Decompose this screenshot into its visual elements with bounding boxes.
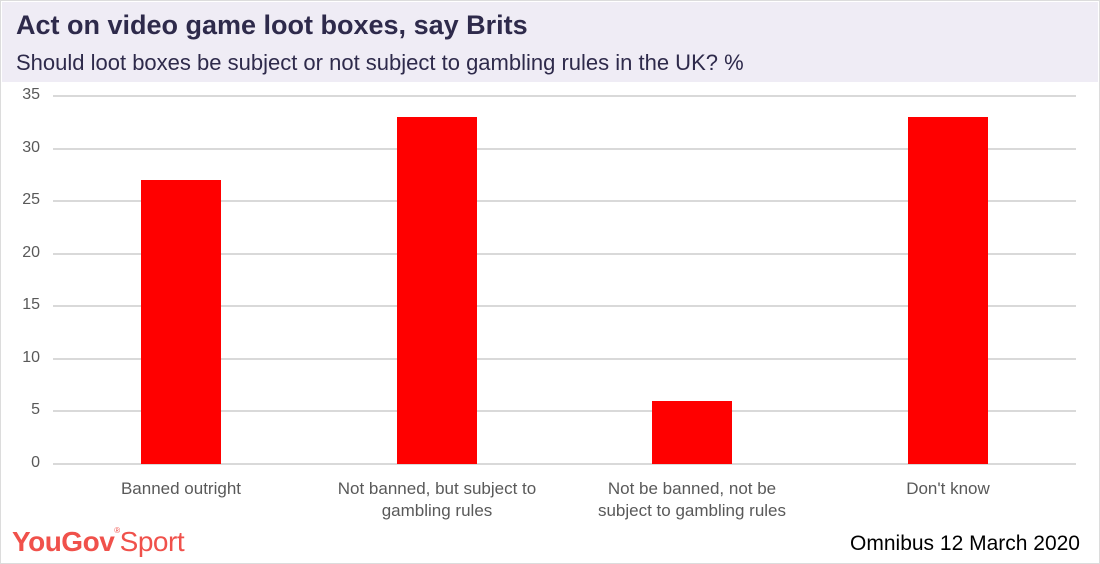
x-category-label: Banned outright	[66, 478, 296, 500]
y-tick-label: 15	[22, 296, 40, 314]
y-tick-label: 20	[22, 243, 40, 261]
y-tick-label: 10	[22, 348, 40, 366]
registered-mark-icon: ®	[114, 526, 120, 535]
x-category-label: Not banned, but subject to gambling rules	[322, 478, 552, 522]
x-category-label-line: Not be banned, not be	[607, 479, 777, 498]
x-category-label: Don't know	[833, 478, 1063, 500]
yougov-sport-logo: YouGov®Sport	[12, 526, 185, 558]
gridline	[53, 95, 1076, 97]
gridline	[53, 463, 1076, 465]
brand-yougov: YouGov	[12, 526, 115, 557]
y-tick-label: 25	[22, 191, 40, 209]
chart-title: Act on video game loot boxes, say Brits	[16, 10, 528, 40]
gridline	[53, 147, 1076, 150]
chart-header: Act on video game loot boxes, say Brits …	[2, 2, 1098, 82]
bar	[397, 117, 477, 464]
y-tick-label: 35	[22, 86, 40, 103]
y-tick-label: 0	[31, 454, 40, 471]
y-tick-label: 5	[31, 401, 40, 419]
x-category-label-line: subject to gambling rules	[597, 501, 787, 520]
gridline	[53, 410, 1076, 413]
y-tick-label: 30	[22, 138, 40, 156]
bar	[908, 117, 988, 464]
x-category-label-line: Don't know	[906, 479, 990, 498]
chart-subtitle: Should loot boxes be subject or not subj…	[16, 50, 744, 75]
x-category-label-line: Not banned, but subject to	[337, 479, 537, 498]
gridline	[53, 305, 1076, 308]
x-category-label: Not be banned, not be subject to gambling…	[577, 478, 807, 522]
x-category-label-line: Banned outright	[120, 479, 242, 498]
x-category-label-line: gambling rules	[381, 501, 493, 520]
gridline	[53, 357, 1076, 360]
gridline	[53, 200, 1076, 203]
gridline	[53, 252, 1076, 255]
brand-sport: Sport	[119, 526, 185, 557]
bar	[652, 400, 732, 464]
source-note: Omnibus 12 March 2020	[850, 532, 1080, 555]
bar	[141, 180, 221, 464]
